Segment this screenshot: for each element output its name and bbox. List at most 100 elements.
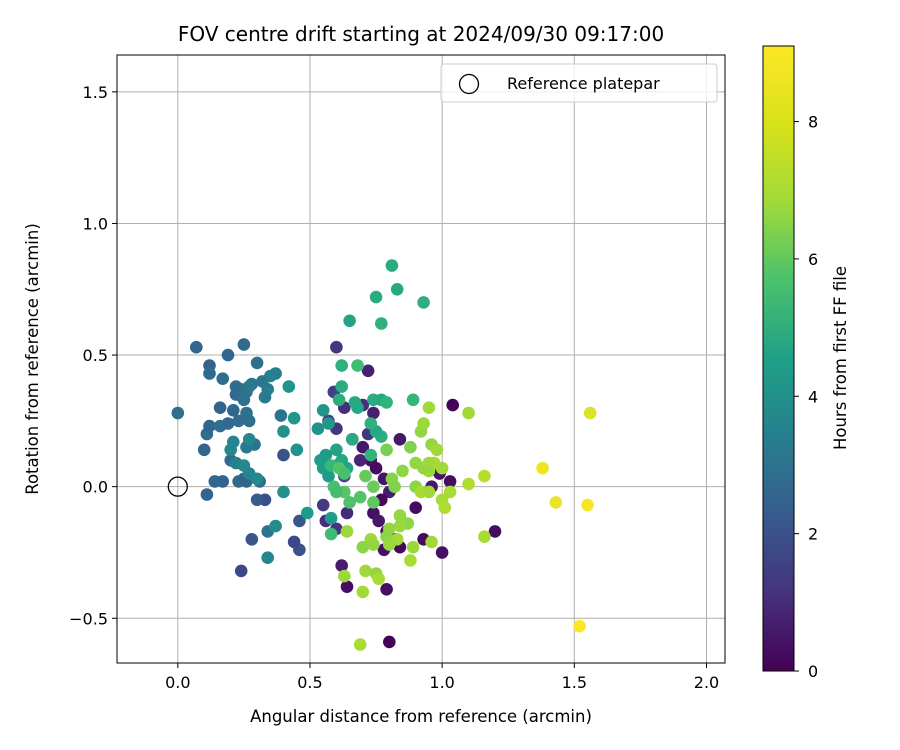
scatter-point (277, 448, 290, 462)
scatter-point (293, 514, 306, 528)
scatter-point (208, 475, 222, 488)
legend-marker (458, 73, 480, 95)
scatter-point (224, 443, 237, 457)
scatter-point (277, 425, 290, 438)
scatter-point (322, 417, 335, 430)
legend-box (440, 63, 718, 103)
scatter-point (385, 259, 399, 272)
colorbar-tick-label: 2 (808, 525, 818, 544)
x-tick-label: 1.0 (429, 673, 454, 692)
scatter-point (282, 380, 296, 393)
scatter-point (425, 535, 438, 549)
colorbar-gradient (762, 45, 795, 672)
scatter-point (311, 422, 325, 436)
scatter-point (396, 464, 409, 478)
scatter-point (393, 433, 407, 446)
plot-area (117, 55, 725, 663)
scatter-point (348, 396, 362, 409)
scatter-point (277, 485, 290, 499)
scatter-point (330, 485, 343, 499)
scatter-point (274, 409, 288, 422)
colorbar-tick-label: 4 (808, 387, 818, 406)
reference-marker (167, 476, 188, 497)
scatter-point (287, 535, 301, 549)
scatter-point (488, 525, 502, 538)
scatter-point (242, 433, 256, 446)
y-axis-label: Rotation from reference (arcmin) (23, 223, 42, 495)
scatter-point (343, 496, 356, 509)
scatter-point (319, 448, 333, 462)
scatter-point (256, 375, 269, 388)
scatter-point (242, 380, 256, 393)
scatter-point (446, 398, 460, 412)
scatter-point (340, 580, 354, 593)
reference-platepar-marker (167, 476, 188, 497)
scatter-point (581, 498, 594, 512)
scatter-point (203, 367, 216, 380)
scatter-point (383, 538, 396, 551)
scatter-point (409, 501, 423, 514)
scatter-point (422, 401, 436, 415)
scatter-point (237, 338, 251, 351)
y-axis-ticks: −0.5 0.0 0.5 1.0 1.5 (69, 83, 117, 628)
scatter-point (287, 411, 301, 425)
scatter-point (216, 372, 229, 386)
scatter-point (335, 380, 349, 393)
y-tick-label: 0.0 (83, 478, 108, 497)
scatter-point (406, 540, 420, 554)
plot-frame (116, 54, 726, 664)
scatter-point (340, 506, 354, 520)
scatter-point (573, 619, 586, 633)
scatter-point (438, 501, 452, 514)
scatter-point (335, 559, 349, 572)
scatter-point (393, 519, 407, 533)
scatter-point (364, 417, 378, 430)
scatter-point (380, 443, 393, 457)
y-tick-label: 1.5 (83, 83, 108, 102)
scatter-point (356, 540, 370, 554)
scatter-point (462, 406, 475, 420)
scatter-point (227, 404, 240, 417)
colorbar-ticks: 0 2 4 6 8 (794, 113, 818, 681)
scatter-point (316, 404, 330, 417)
scatter-point (353, 638, 367, 651)
scatter-point (330, 340, 343, 354)
scatter-point (301, 506, 314, 520)
scatter-point (330, 443, 343, 457)
scatter-point (375, 317, 388, 330)
scatter-point (367, 406, 380, 420)
scatter-point (380, 583, 393, 596)
colorbar: 0 2 4 6 8 Hours from first FF file (762, 45, 850, 681)
scatter-point (338, 569, 351, 583)
colorbar-tick-label: 0 (808, 662, 818, 681)
scatter-point (245, 533, 259, 546)
scatter-point (372, 514, 386, 528)
scatter-point (369, 461, 383, 475)
scatter-point (250, 356, 264, 370)
scatter-point (316, 498, 330, 512)
scatter-point (417, 296, 430, 309)
scatter-point (478, 530, 491, 543)
scatter-point (324, 527, 338, 541)
scatter-point (332, 393, 346, 407)
colorbar-tick-label: 6 (808, 250, 818, 269)
scatter-point (435, 546, 449, 559)
scatter-point (462, 477, 475, 491)
scatter-point (388, 480, 401, 494)
colorbar-tick-label: 8 (808, 113, 818, 132)
scatter-point (353, 454, 367, 467)
scatter-point (417, 417, 430, 430)
scatter-point (422, 456, 436, 470)
scatter-point (369, 290, 383, 304)
scatter-point (380, 396, 393, 409)
scatter-point (250, 472, 264, 486)
scatter-point (232, 414, 245, 428)
scatter-point (221, 348, 235, 362)
scatter-point (406, 393, 420, 407)
scatter-point (356, 440, 370, 454)
scatter-point (335, 359, 349, 372)
scatter-point (340, 525, 354, 538)
scatter-point (536, 461, 549, 475)
scatter-point (322, 469, 335, 483)
